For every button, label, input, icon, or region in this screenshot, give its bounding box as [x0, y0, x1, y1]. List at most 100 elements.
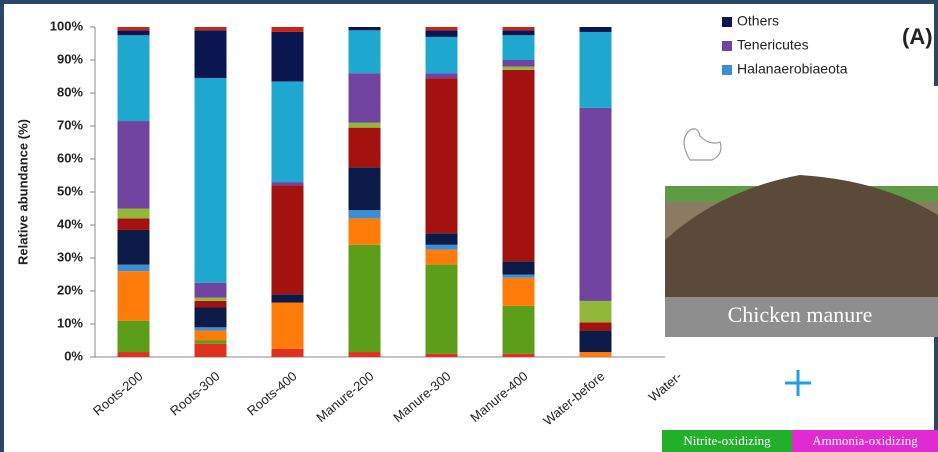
y-tick-label: 30%: [57, 249, 83, 264]
bar-segment: [271, 302, 304, 349]
bar-segment: [425, 78, 458, 234]
bar-segment: [271, 185, 304, 295]
bar-segment: [348, 244, 381, 353]
rooster-sketch: [683, 128, 722, 161]
bar-segment: [348, 218, 381, 245]
caption-banner: [665, 297, 938, 337]
bar-segment: [271, 182, 304, 186]
y-tick-label: 80%: [57, 84, 83, 99]
legend-label: Halanaerobiaeota: [737, 61, 848, 77]
bar-segment: [502, 60, 535, 67]
bar-segment: [502, 353, 535, 357]
bar-segment: [579, 352, 612, 357]
box-ammonia: [792, 430, 938, 452]
bar-segment: [425, 249, 458, 265]
bar-segment: [194, 282, 227, 298]
bar-segment: [425, 264, 458, 354]
bar-segment: [502, 277, 535, 306]
y-tick-label: 20%: [57, 282, 83, 297]
bar-segment: [194, 297, 227, 301]
bar-segment: [194, 340, 227, 344]
bar-segment: [271, 81, 304, 183]
bar-segment: [502, 305, 535, 354]
bar-segment: [117, 352, 150, 357]
box-label: Nitrite-oxidizing: [683, 433, 771, 448]
bar-segment: [117, 218, 150, 230]
bar-segment: [194, 343, 227, 357]
bar-segment: [117, 27, 150, 31]
bar-segment: [271, 31, 304, 82]
y-tick-label: 40%: [57, 216, 83, 231]
bar-segment: [194, 78, 227, 283]
bar-segment: [194, 307, 227, 328]
legend-label: Tenericutes: [737, 37, 809, 53]
bar-segment: [348, 167, 381, 211]
bar-segment: [348, 210, 381, 219]
bar-segment: [579, 27, 612, 32]
photo-panel: Chicken manure (A) Nitrite-oxidizing Amm…: [662, 24, 938, 452]
bar-segment: [117, 30, 150, 36]
bar-segment: [194, 300, 227, 308]
legend-swatch: [722, 41, 732, 51]
box-label: Ammonia-oxidizing: [812, 433, 918, 448]
bar-segment: [271, 348, 304, 357]
bar-segment: [502, 66, 535, 70]
bar-segment: [425, 233, 458, 245]
manure-pile: [665, 175, 938, 297]
y-tick-label: 10%: [57, 315, 83, 330]
y-tick-label: 70%: [57, 117, 83, 132]
bar-segment: [425, 353, 458, 357]
bar-segment: [117, 320, 150, 353]
bar-segment: [502, 35, 535, 60]
bar-segment: [271, 294, 304, 303]
panel-label: (A): [902, 24, 933, 49]
bar-segment: [502, 27, 535, 31]
bar-segment: [502, 261, 535, 275]
bar-segment: [117, 121, 150, 209]
bar-segment: [117, 264, 150, 272]
bar-segment: [579, 107, 612, 301]
bar-segment: [579, 300, 612, 323]
y-axis-title: Relative abundance (%): [15, 119, 30, 265]
plus-sign: [785, 370, 811, 396]
box-nitrite: [662, 430, 792, 452]
bar-segment: [117, 229, 150, 265]
bar-segment: [117, 35, 150, 122]
bar-segment: [502, 274, 535, 278]
bar-segment: [425, 27, 458, 31]
sky: [665, 86, 938, 186]
bar-segment: [194, 27, 227, 31]
bar-segment: [502, 69, 535, 262]
caption: Chicken manure: [728, 302, 873, 327]
bar-segment: [425, 30, 458, 37]
bar-segment: [348, 122, 381, 128]
bar-segment: [425, 244, 458, 250]
bar-segment: [117, 208, 150, 219]
bar-segment: [117, 271, 150, 321]
y-tick-label: 60%: [57, 150, 83, 165]
bar-segment: [194, 327, 227, 331]
bar-segment: [425, 36, 458, 74]
legend-swatch: [722, 65, 732, 75]
bar-segment: [348, 30, 381, 74]
legend-label: Others: [737, 13, 779, 29]
bar-segment: [579, 31, 612, 108]
y-tick-label: 50%: [57, 183, 83, 198]
bar-segment: [348, 27, 381, 31]
bar-segment: [348, 352, 381, 357]
bar-segment: [348, 127, 381, 168]
bar-segment: [194, 330, 227, 341]
y-tick-label: 0%: [64, 348, 83, 363]
y-tick-label: 90%: [57, 51, 83, 66]
bar-segment: [348, 73, 381, 123]
y-tick-label: 100%: [50, 18, 84, 33]
bar-segment: [502, 30, 535, 36]
bar-segment: [271, 27, 304, 32]
bar-segment: [194, 30, 227, 79]
bar-segment: [425, 73, 458, 79]
bar-segment: [579, 330, 612, 353]
legend-swatch: [722, 17, 732, 27]
bar-segment: [579, 322, 612, 331]
